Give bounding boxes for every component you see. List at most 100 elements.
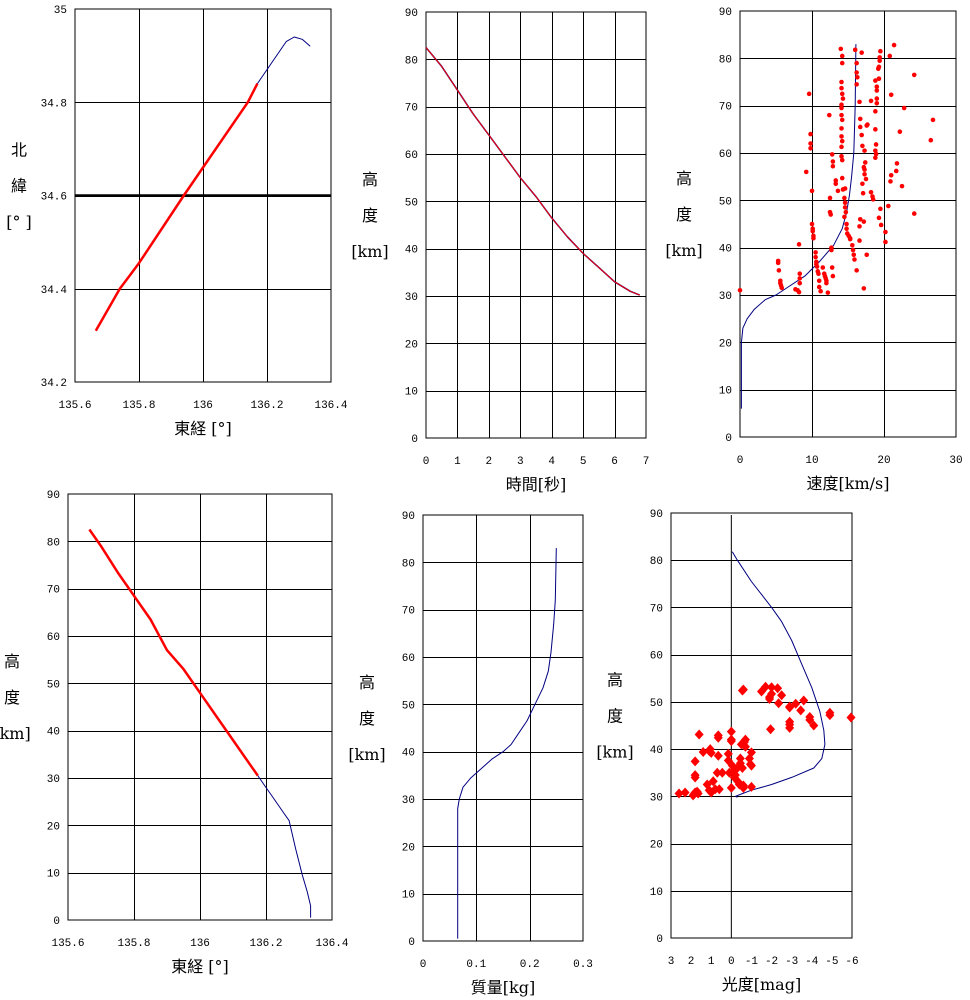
data-point — [901, 105, 907, 111]
data-point — [809, 720, 819, 731]
data-point — [859, 50, 864, 55]
data-point — [838, 46, 844, 52]
x-tick-label: 0.2 — [520, 959, 540, 971]
series-observed — [88, 528, 259, 777]
data-point — [840, 96, 846, 101]
grid — [423, 515, 583, 941]
data-point — [693, 788, 703, 799]
data-point — [712, 767, 722, 778]
y-tick-label: 34.2 — [41, 378, 67, 390]
x-tick-label: -4 — [805, 956, 819, 968]
data-point — [868, 189, 874, 195]
data-point — [746, 781, 756, 792]
data-point — [868, 98, 874, 104]
x-tick-label: 0.3 — [573, 959, 593, 971]
data-point — [737, 763, 747, 773]
data-point — [816, 278, 822, 284]
data-point — [857, 238, 862, 243]
y-axis-label: 北 — [11, 141, 27, 160]
data-point — [726, 782, 736, 793]
data-point — [873, 109, 878, 114]
data-point — [808, 141, 813, 146]
data-point — [877, 55, 882, 60]
x-tick-label: 135.6 — [58, 400, 91, 412]
data-point — [775, 260, 781, 266]
y-tick-label: 80 — [405, 55, 418, 67]
data-point — [746, 747, 756, 758]
y-tick-label: 60 — [405, 150, 418, 162]
y-tick-label: 10 — [719, 386, 732, 398]
x-tick-label: -2 — [765, 956, 778, 968]
data-point — [796, 289, 802, 295]
data-point — [690, 770, 700, 781]
data-point — [839, 112, 844, 118]
data-point — [791, 698, 801, 709]
y-tick-label: 70 — [402, 606, 415, 618]
data-point — [877, 58, 882, 63]
y-tick-label: 60 — [47, 632, 60, 644]
series-model — [257, 775, 312, 918]
data-point — [737, 287, 743, 293]
x-tick-label: 2 — [688, 956, 695, 968]
data-point — [726, 726, 736, 737]
data-point — [779, 285, 785, 291]
data-point — [829, 152, 835, 157]
data-point — [844, 221, 849, 227]
data-point — [829, 247, 834, 253]
plot-frame — [425, 11, 647, 439]
data-point — [826, 112, 832, 118]
x-tick-label: 0 — [728, 956, 735, 968]
y-axis-label: [km] — [351, 242, 388, 261]
y-tick-label: 90 — [650, 509, 663, 521]
data-point — [824, 280, 829, 286]
y-tick-label: 30 — [650, 792, 663, 804]
x-tick-label: 136.2 — [250, 400, 283, 412]
y-tick-label: 30 — [402, 795, 415, 807]
data-point — [855, 74, 860, 80]
data-point — [814, 264, 820, 269]
y-tick-label: 20 — [719, 338, 732, 350]
y-axis-label: [km] — [348, 745, 385, 764]
data-point — [839, 79, 844, 85]
data-point — [839, 157, 845, 163]
y-tick-label: 40 — [719, 244, 732, 256]
data-point — [842, 214, 847, 220]
data-point — [887, 53, 893, 59]
data-point — [835, 188, 841, 194]
data-point — [862, 172, 867, 177]
y-tick-label: 10 — [402, 890, 415, 902]
y-tick-label: 50 — [47, 679, 60, 691]
data-point — [774, 698, 784, 709]
data-point — [811, 235, 816, 241]
y-tick-label: 90 — [405, 8, 418, 20]
data-point — [864, 252, 870, 258]
data-point — [873, 78, 878, 83]
data-point — [839, 138, 845, 144]
y-tick-label: 40 — [47, 727, 60, 739]
y-tick-label: 30 — [719, 291, 732, 303]
x-axis-label: 光度[mag] — [722, 975, 801, 994]
data-point — [899, 183, 905, 189]
chart-alt-lon: 0 10 20 30 40 50 60 70 80 90 135.6 135.8 136 136.2 136… — [0, 490, 349, 976]
x-tick-label: 0 — [420, 959, 427, 971]
y-tick-label: 70 — [47, 585, 60, 597]
y-tick-label: 80 — [719, 54, 732, 66]
y-tick-label: 50 — [402, 700, 415, 712]
data-point — [827, 195, 833, 201]
data-point — [796, 705, 806, 716]
data-point — [816, 284, 822, 290]
y-tick-label: 34.4 — [41, 285, 68, 297]
data-point — [862, 167, 867, 172]
data-point — [740, 741, 750, 752]
y-tick-label: 80 — [650, 556, 663, 568]
x-tick-label: 5 — [580, 456, 587, 468]
data-point — [874, 101, 880, 106]
x-tick-label: 136.2 — [249, 938, 282, 950]
data-point — [713, 750, 723, 761]
x-tick-label: 7 — [643, 456, 650, 468]
series-observed — [425, 47, 640, 296]
y-axis-label: 高 — [362, 170, 378, 189]
data-point — [876, 76, 882, 81]
x-tick-label: 6 — [611, 456, 618, 468]
